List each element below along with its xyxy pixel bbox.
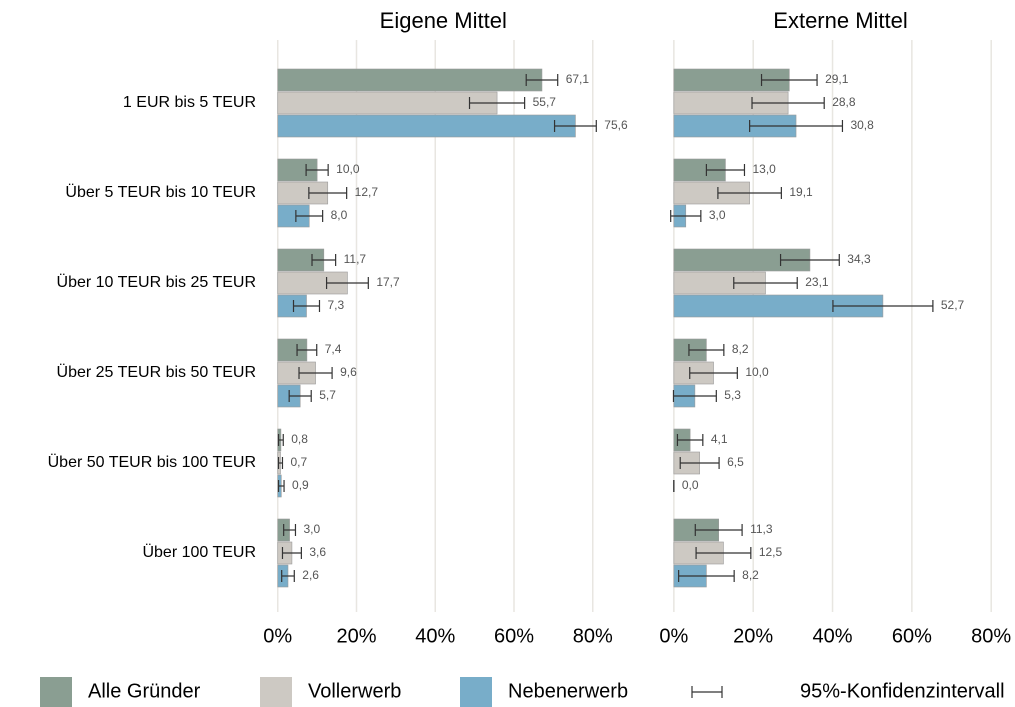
value-label: 13,0 — [752, 162, 776, 176]
value-label: 55,7 — [533, 95, 557, 109]
value-label: 5,7 — [319, 388, 336, 402]
value-label: 75,6 — [604, 118, 628, 132]
value-label: 8,0 — [331, 208, 348, 222]
bar — [277, 91, 498, 115]
value-label: 3,0 — [303, 522, 320, 536]
legend-label: 95%-Konfidenzintervall — [800, 680, 1005, 702]
category-label: 1 EUR bis 5 TEUR — [123, 94, 256, 111]
value-label: 7,4 — [325, 342, 342, 356]
panel-title: Eigene Mittel — [380, 8, 507, 33]
bar — [277, 114, 576, 138]
category-label: Über 10 TEUR bis 25 TEUR — [57, 273, 256, 291]
x-tick-label: 0% — [263, 625, 292, 647]
value-label: 0,0 — [682, 478, 699, 492]
value-label: 52,7 — [941, 298, 965, 312]
x-tick-label: 80% — [971, 625, 1011, 647]
value-label: 0,7 — [290, 455, 307, 469]
x-tick-label: 60% — [892, 625, 932, 647]
category-label: Über 50 TEUR bis 100 TEUR — [48, 453, 256, 471]
category-label: Über 25 TEUR bis 50 TEUR — [57, 363, 256, 381]
value-label: 12,7 — [355, 185, 379, 199]
bar — [277, 68, 543, 92]
panel-title: Externe Mittel — [773, 8, 908, 33]
legend-label: Alle Gründer — [88, 680, 201, 702]
x-tick-label: 20% — [336, 625, 376, 647]
value-label: 8,2 — [732, 342, 749, 356]
value-label: 6,5 — [727, 455, 744, 469]
value-label: 3,0 — [709, 208, 726, 222]
value-label: 67,1 — [566, 72, 590, 86]
value-label: 5,3 — [724, 388, 741, 402]
x-tick-label: 80% — [573, 625, 613, 647]
value-label: 0,8 — [291, 432, 308, 446]
value-label: 12,5 — [759, 545, 783, 559]
legend-swatch — [460, 677, 492, 707]
x-tick-label: 40% — [813, 625, 853, 647]
value-label: 9,6 — [340, 365, 357, 379]
value-label: 19,1 — [789, 185, 813, 199]
value-label: 0,9 — [292, 478, 309, 492]
legend-label: Vollerwerb — [308, 680, 401, 702]
legend-label: Nebenerwerb — [508, 680, 628, 702]
category-label: Über 5 TEUR bis 10 TEUR — [65, 183, 256, 201]
value-label: 3,6 — [309, 545, 326, 559]
value-label: 2,6 — [302, 568, 319, 582]
value-label: 30,8 — [850, 118, 874, 132]
value-label: 11,3 — [750, 522, 773, 536]
legend-swatch — [40, 677, 72, 707]
value-label: 34,3 — [847, 252, 871, 266]
x-tick-label: 40% — [415, 625, 455, 647]
value-label: 7,3 — [327, 298, 344, 312]
x-tick-label: 0% — [659, 625, 688, 647]
value-label: 10,0 — [745, 365, 769, 379]
value-label: 11,7 — [344, 252, 367, 266]
value-label: 29,1 — [825, 72, 849, 86]
value-label: 28,8 — [832, 95, 856, 109]
value-label: 10,0 — [336, 162, 360, 176]
legend-swatch — [260, 677, 292, 707]
value-label: 4,1 — [711, 432, 728, 446]
value-label: 23,1 — [805, 275, 829, 289]
value-label: 8,2 — [742, 568, 759, 582]
value-label: 17,7 — [376, 275, 400, 289]
category-label: Über 100 TEUR — [142, 543, 256, 561]
x-tick-label: 20% — [733, 625, 773, 647]
x-tick-label: 60% — [494, 625, 534, 647]
